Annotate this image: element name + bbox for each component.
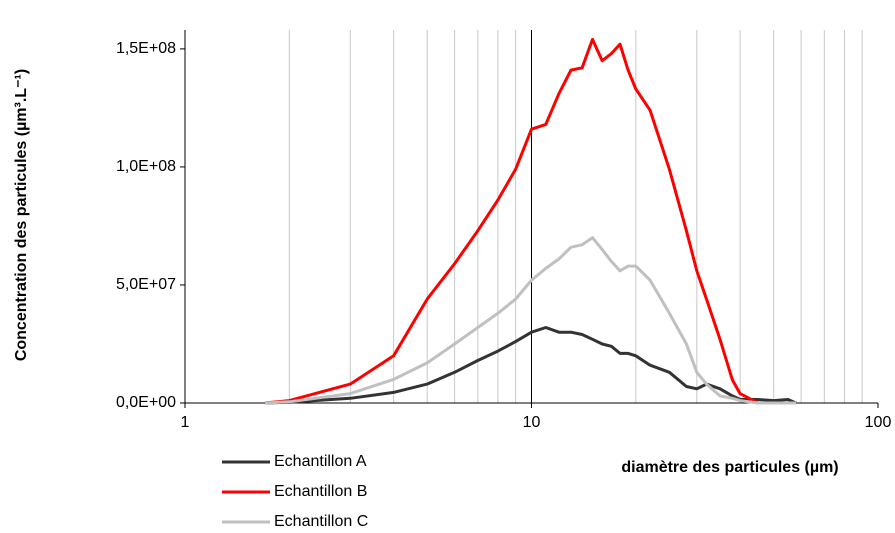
legend-label: Echantillon C [274, 513, 368, 530]
x-tick-label: 1 [181, 414, 190, 431]
y-tick-label: 5,0E+07 [116, 276, 176, 293]
x-tick-label: 100 [865, 414, 892, 431]
y-tick-label: 1,5E+08 [116, 40, 176, 57]
series-line [264, 326, 797, 405]
series-line [264, 37, 796, 405]
y-axis-label: Concentration des particules (µm³.L⁻¹) [13, 69, 30, 361]
series-line [264, 236, 796, 405]
y-tick-label: 1,0E+08 [116, 158, 176, 175]
y-tick-label: 0,0E+00 [116, 394, 176, 411]
legend-label: Echantillon A [274, 453, 367, 470]
x-axis-label: diamètre des particules (µm) [621, 459, 838, 476]
x-tick-label: 10 [523, 414, 541, 431]
legend-label: Echantillon B [274, 483, 367, 500]
